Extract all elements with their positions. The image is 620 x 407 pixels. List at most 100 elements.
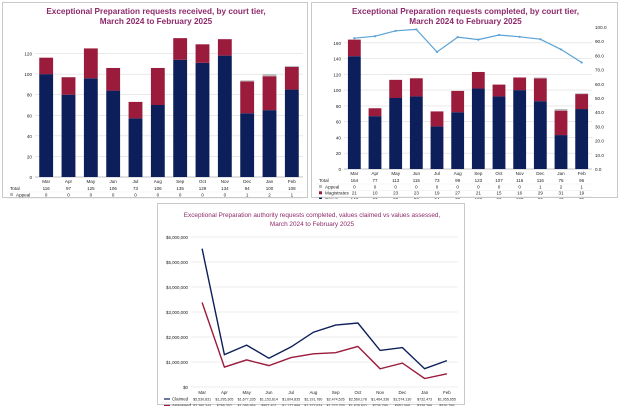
table-cell: 134: [221, 186, 229, 191]
table-cell: 67: [372, 197, 378, 199]
table-cell: 76: [558, 178, 564, 183]
y-tick-label: $0: [183, 385, 188, 390]
pct-granted-point-feb: [580, 61, 583, 64]
bar-magistrates-mar: [39, 57, 54, 75]
table-cell: 116: [43, 186, 51, 191]
x-tick-label: Oct: [199, 179, 207, 184]
bar-magistrates-nov: [513, 77, 527, 91]
table-cell: 0: [45, 192, 48, 197]
bar-appeal-jan: [554, 109, 568, 111]
table-cell: $2,560,178: [349, 398, 367, 402]
x-tick-label: Dec: [536, 171, 545, 176]
y-tick-label: $6,000,000: [166, 235, 189, 240]
bar-crown-oct: [492, 96, 506, 169]
table-cell: 100: [516, 197, 524, 199]
pct-granted-point-jun: [415, 28, 418, 31]
x-tick-label: Feb: [288, 179, 296, 184]
x-tick-label: May: [391, 171, 400, 176]
pct-granted-point-mar: [353, 37, 356, 40]
x-tick-label: Nov: [221, 179, 230, 184]
y2-tick-label: 40.0: [595, 110, 604, 115]
bar-magistrates-feb: [284, 66, 299, 90]
table-legend-swatch: [319, 185, 322, 188]
table-cell: 107: [495, 178, 503, 183]
table-cell: $726,799: [373, 404, 388, 406]
values-chart-panel: Exceptional Preparation authority reques…: [157, 203, 465, 406]
bar-magistrates-dec: [533, 78, 547, 102]
x-tick-label: Apr: [221, 390, 228, 395]
x-tick-label: May: [242, 390, 251, 395]
table-cell: 113: [392, 178, 400, 183]
x-tick-label: Feb: [443, 390, 451, 395]
table-cell: 1: [580, 184, 583, 189]
table-cell: $1,153,614: [260, 398, 278, 402]
bar-crown-mar: [347, 56, 361, 169]
y-tick-label: $4,000,000: [166, 285, 189, 290]
table-cell: 102: [475, 197, 483, 199]
y-tick-label: $2,000,000: [166, 335, 189, 340]
table-cell: 27: [455, 191, 461, 196]
x-tick-label: Sep: [176, 179, 185, 184]
table-cell: $1,295,305: [215, 398, 233, 402]
table-cell: 164: [351, 178, 359, 183]
bar-crown-sep: [471, 88, 485, 169]
received-chart: Exceptional Preparation requests receive…: [7, 7, 303, 199]
table-cell: 72: [455, 197, 461, 199]
bar-crown-apr: [61, 94, 76, 177]
table-cell: 115: [413, 178, 421, 183]
y2-tick-label: 30.0: [595, 124, 604, 129]
chart-title: March 2024 to February 2025: [270, 221, 355, 228]
bar-magistrates-mar: [347, 39, 361, 57]
table-cell: 0: [436, 184, 439, 189]
bar-magistrates-sep: [173, 38, 188, 60]
table-cell: 0: [201, 192, 204, 197]
x-tick-label: Jan: [266, 179, 274, 184]
table-cell: 16: [517, 191, 523, 196]
y2-tick-label: 0.0: [595, 167, 602, 172]
table-cell: $526,799: [439, 404, 454, 406]
bar-magistrates-jun: [409, 78, 423, 97]
x-tick-label: Feb: [578, 171, 586, 176]
bar-magistrates-jun: [106, 67, 121, 91]
pct-granted-point-may: [394, 29, 397, 32]
bar-crown-dec: [533, 101, 547, 169]
y2-tick-label: 100.0: [595, 25, 607, 30]
bar-appeal-dec: [533, 77, 547, 79]
pct-granted-point-aug: [456, 35, 459, 39]
bar-magistrates-jan: [554, 110, 568, 136]
x-tick-label: Dec: [243, 179, 252, 184]
y-tick-label: 60: [27, 113, 33, 118]
y-tick-label: 120: [24, 52, 32, 57]
y-tick-label: 100: [333, 88, 341, 93]
pct-granted-point-nov: [518, 35, 521, 38]
table-cell: $1,177,998: [282, 404, 300, 406]
pct-granted-point-dec: [539, 38, 542, 41]
bar-magistrates-may: [389, 79, 403, 98]
y2-tick-label: 50.0: [595, 96, 604, 101]
table-cell: 73: [434, 178, 440, 183]
chart-title: Exceptional Preparation requests complet…: [352, 7, 579, 16]
bar-crown-jun: [106, 90, 121, 177]
table-row-label: Total: [10, 186, 20, 191]
table-cell: 0: [477, 184, 480, 189]
y-tick-label: 40: [27, 134, 33, 139]
bar-magistrates-oct: [492, 84, 506, 97]
table-row-label: Claimed: [172, 397, 189, 402]
table-cell: 19: [434, 191, 440, 196]
table-cell: 21: [476, 191, 482, 196]
table-cell: $1,604,835: [282, 398, 300, 402]
table-row-label: Total: [319, 178, 329, 183]
table-legend-swatch: [10, 193, 13, 196]
y2-tick-label: 70.0: [595, 68, 604, 73]
bar-magistrates-apr: [61, 77, 76, 95]
table-cell: 97: [66, 186, 72, 191]
table-cell: 135: [176, 186, 184, 191]
table-cell: $795,307: [217, 404, 232, 406]
table-cell: 10: [372, 191, 378, 196]
table-cell: 76: [579, 197, 585, 199]
bar-magistrates-nov: [217, 39, 232, 56]
y-tick-label: 0: [29, 175, 32, 180]
y-tick-label: 40: [336, 135, 342, 140]
table-cell: 0: [518, 184, 521, 189]
table-row-label: Appeal: [325, 184, 339, 189]
